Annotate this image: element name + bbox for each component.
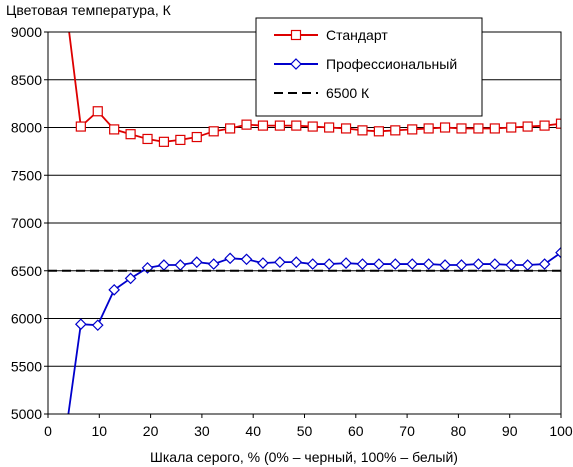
data-point	[274, 120, 285, 131]
legend-item: Стандарт	[274, 27, 388, 43]
data-point	[422, 258, 435, 270]
legend-item: 6500 К	[274, 85, 370, 101]
y-tick-label: 5000	[11, 406, 42, 422]
y-tick-label: 7000	[11, 215, 42, 231]
legend-label: 6500 К	[326, 85, 370, 101]
data-point	[555, 246, 561, 259]
data-point	[225, 123, 236, 134]
x-tick-label: 100	[549, 423, 573, 439]
x-axis-title: Шкала серого, % (0% – черный, 100% – бел…	[150, 449, 458, 465]
legend: Стандарт Профессиональный 6500 К	[255, 17, 483, 117]
data-point	[207, 258, 220, 270]
data-point	[522, 121, 533, 132]
grid	[48, 79, 561, 367]
legend-label: Профессиональный	[326, 56, 457, 72]
y-tick-label: 7500	[11, 167, 42, 183]
data-point	[324, 122, 335, 133]
x-tick-label: 10	[92, 423, 108, 439]
y-tick-label: 8500	[11, 72, 42, 88]
data-point	[489, 123, 500, 134]
x-tick-label: 60	[348, 423, 364, 439]
data-point	[208, 126, 219, 137]
y-axis-title: Цветовая температура, К	[6, 2, 172, 18]
x-tick-label: 20	[143, 423, 159, 439]
y-tick-label: 8000	[11, 120, 42, 136]
data-point	[125, 129, 136, 140]
y-tick-label: 6500	[11, 263, 42, 279]
y-tick-label: 6000	[11, 311, 42, 327]
data-point	[240, 253, 253, 266]
data-point	[257, 120, 269, 131]
x-tick-label: 30	[194, 423, 210, 439]
data-point	[340, 123, 352, 134]
data-point	[456, 123, 467, 134]
x-tick-label: 0	[44, 423, 52, 439]
x-tick-label: 50	[297, 423, 313, 439]
x-tick-label: 90	[502, 423, 518, 439]
data-point	[407, 124, 418, 135]
data-point	[505, 259, 518, 271]
data-point	[74, 318, 87, 331]
data-point	[191, 131, 202, 143]
x-tick-label: 40	[245, 423, 261, 439]
data-point	[92, 106, 103, 117]
data-point	[109, 124, 120, 135]
data-point	[473, 123, 484, 134]
data-point	[306, 258, 319, 270]
data-point	[108, 284, 121, 296]
data-point	[75, 121, 86, 132]
data-point	[539, 120, 550, 131]
data-point	[357, 125, 368, 136]
data-point	[241, 119, 252, 130]
data-point	[340, 257, 352, 269]
data-point	[274, 256, 286, 269]
data-point	[291, 120, 302, 131]
data-point	[555, 118, 561, 129]
x-axis-ticks: 0 10 20 30 40 50 60 70 80 90 100	[44, 414, 573, 439]
data-point	[373, 126, 384, 137]
data-point	[190, 256, 203, 269]
data-point	[142, 133, 153, 145]
data-point	[307, 121, 318, 132]
y-axis-ticks: 5000 5500 6000 6500 7000 7500 8000 8500 9000	[11, 24, 48, 422]
data-point	[455, 259, 468, 271]
data-point	[356, 258, 369, 270]
data-point	[389, 258, 402, 270]
legend-marker	[290, 58, 302, 70]
data-point	[257, 257, 269, 269]
data-point	[439, 122, 451, 133]
y-tick-label: 5500	[11, 358, 42, 374]
data-point	[158, 259, 170, 271]
y-tick-label: 9000	[11, 24, 42, 40]
data-point	[373, 258, 385, 270]
data-point	[124, 272, 137, 285]
data-point	[91, 319, 104, 332]
data-point	[506, 122, 517, 133]
series-1	[67, 246, 561, 414]
data-point	[423, 123, 434, 134]
legend-label: Стандарт	[326, 27, 388, 43]
data-point	[174, 259, 187, 271]
series-0	[68, 32, 561, 147]
data-point	[175, 134, 186, 146]
legend-marker	[290, 29, 302, 41]
data-point	[488, 258, 501, 270]
data-point	[521, 259, 534, 271]
x-tick-label: 80	[451, 423, 467, 439]
legend-item: Профессиональный	[274, 56, 457, 72]
data-point	[439, 259, 451, 271]
data-point	[224, 252, 236, 265]
series-area	[48, 32, 561, 414]
data-point	[406, 258, 419, 270]
data-point	[390, 125, 401, 136]
data-point	[158, 136, 170, 147]
data-point	[538, 258, 551, 270]
data-point	[472, 258, 485, 270]
data-point	[323, 258, 335, 270]
x-tick-label: 70	[399, 423, 415, 439]
data-point	[290, 256, 303, 269]
